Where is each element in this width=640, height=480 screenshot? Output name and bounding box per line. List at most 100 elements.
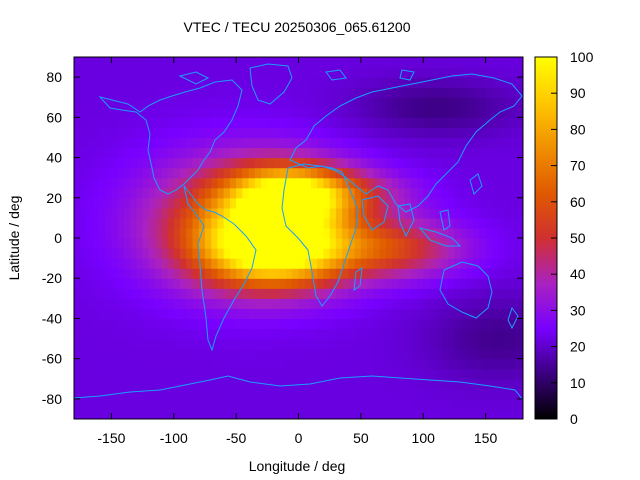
heatmap-cell xyxy=(491,338,499,350)
heatmap-cell xyxy=(491,318,499,330)
heatmap-cell xyxy=(180,117,187,128)
heatmap-cell xyxy=(485,268,493,279)
heatmap-cell xyxy=(204,358,212,370)
heatmap-cell xyxy=(429,157,437,169)
heatmap-cell xyxy=(80,117,88,128)
heatmap-cell xyxy=(385,308,393,320)
heatmap-cell xyxy=(454,318,462,330)
heatmap-cell xyxy=(504,258,512,269)
heatmap-cell xyxy=(242,268,250,279)
heatmap-cell xyxy=(498,67,505,78)
heatmap-cell xyxy=(342,318,349,330)
heatmap-cell xyxy=(92,348,100,360)
heatmap-cell xyxy=(373,87,381,98)
heatmap-cell xyxy=(335,298,343,309)
colorbar-ticks: 0 10 20 30 40 50 60 70 80 90 100 xyxy=(551,49,594,427)
heatmap-cell xyxy=(310,217,318,229)
heatmap-cell xyxy=(435,57,443,68)
heatmap-cell xyxy=(117,308,125,320)
heatmap-cell xyxy=(379,147,387,159)
heatmap-cell xyxy=(217,278,225,289)
heatmap-cell xyxy=(298,388,306,400)
heatmap-cell xyxy=(516,217,523,229)
heatmap-cell xyxy=(161,157,169,169)
heatmap-cell xyxy=(504,137,512,149)
heatmap-cell xyxy=(117,77,125,88)
heatmap-cell xyxy=(123,77,131,88)
heatmap-cell xyxy=(92,378,100,390)
heatmap-cell xyxy=(279,248,287,259)
heatmap-cell xyxy=(155,147,162,159)
heatmap-cell xyxy=(498,97,505,108)
heatmap-cell xyxy=(123,187,131,199)
heatmap-cell xyxy=(180,258,187,269)
heatmap-cell xyxy=(479,268,487,279)
heatmap-cell xyxy=(317,77,325,88)
heatmap-cell xyxy=(204,197,212,209)
heatmap-cell xyxy=(223,187,231,199)
heatmap-cell xyxy=(286,217,293,229)
heatmap-cell xyxy=(373,167,381,179)
heatmap-cell xyxy=(155,358,162,370)
heatmap-cell xyxy=(441,258,449,269)
heatmap-cell xyxy=(373,77,381,88)
heatmap-cell xyxy=(429,217,437,229)
heatmap-cell xyxy=(261,137,268,149)
heatmap-cell xyxy=(485,227,493,239)
heatmap-cell xyxy=(248,318,256,330)
heatmap-cell xyxy=(379,67,387,78)
heatmap-cell xyxy=(354,57,362,68)
heatmap-cell xyxy=(186,147,194,159)
heatmap-cell xyxy=(491,117,499,128)
heatmap-cell xyxy=(236,238,243,249)
heatmap-cell xyxy=(304,398,312,410)
heatmap-cell xyxy=(217,57,225,68)
heatmap-cell xyxy=(479,207,487,219)
heatmap-cell xyxy=(423,147,431,159)
heatmap-cell xyxy=(373,288,381,299)
y-tick-label: 20 xyxy=(46,190,62,206)
heatmap-cell xyxy=(310,187,318,199)
heatmap-cell xyxy=(261,177,268,189)
heatmap-cell xyxy=(217,187,225,199)
heatmap-cell xyxy=(360,167,368,179)
heatmap-cell xyxy=(423,378,431,390)
heatmap-cell xyxy=(466,238,474,249)
heatmap-cell xyxy=(198,167,206,179)
heatmap-cell xyxy=(254,227,262,239)
heatmap-cell xyxy=(323,278,331,289)
heatmap-cell xyxy=(273,328,281,340)
heatmap-cell xyxy=(267,308,275,320)
heatmap-cell xyxy=(167,117,175,128)
heatmap-cell xyxy=(367,268,374,279)
heatmap-cell xyxy=(292,288,300,299)
heatmap-cell xyxy=(373,177,381,189)
heatmap-cell xyxy=(74,268,81,279)
heatmap-cell xyxy=(223,147,231,159)
heatmap-cell xyxy=(385,338,393,350)
heatmap-cell xyxy=(354,137,362,149)
heatmap-cell xyxy=(223,378,231,390)
heatmap-cell xyxy=(498,258,505,269)
heatmap-cell xyxy=(161,57,169,68)
heatmap-cell xyxy=(123,57,131,68)
heatmap-cell xyxy=(404,117,412,128)
heatmap-cell xyxy=(466,107,474,118)
heatmap-cell xyxy=(373,67,381,78)
heatmap-cell xyxy=(236,398,243,410)
heatmap-cell xyxy=(435,117,443,128)
heatmap-cell xyxy=(310,358,318,370)
heatmap-cell xyxy=(105,328,113,340)
heatmap-cell xyxy=(198,107,206,118)
heatmap-cell xyxy=(273,278,281,289)
heatmap-cell xyxy=(155,187,162,199)
heatmap-cell xyxy=(192,258,200,269)
heatmap-cell xyxy=(192,248,200,259)
heatmap-cell xyxy=(498,127,505,139)
heatmap-cell xyxy=(416,348,424,360)
heatmap-cell xyxy=(473,358,480,370)
heatmap-cell xyxy=(466,157,474,169)
heatmap-cell xyxy=(286,87,293,98)
heatmap-cell xyxy=(310,378,318,390)
heatmap-cell xyxy=(223,268,231,279)
